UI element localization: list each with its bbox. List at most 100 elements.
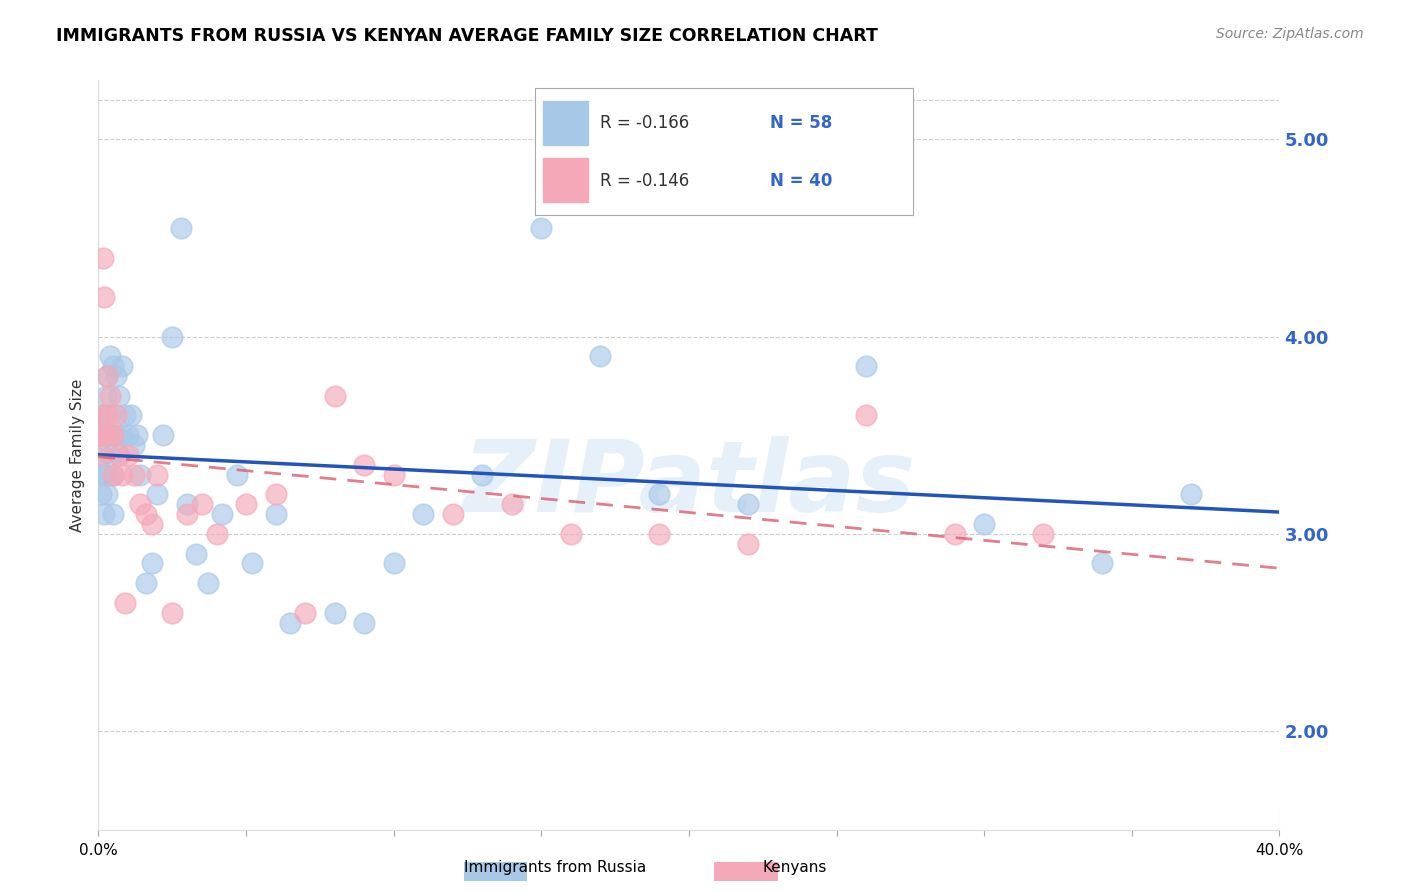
Y-axis label: Average Family Size: Average Family Size	[69, 378, 84, 532]
Point	[96, 467, 118, 482]
Point	[125, 428, 148, 442]
Point	[162, 606, 183, 620]
Point	[90, 409, 112, 423]
Point	[114, 409, 136, 423]
Point	[105, 428, 128, 442]
Point	[294, 606, 316, 620]
Point	[120, 409, 142, 423]
Point	[382, 467, 405, 482]
Point	[103, 359, 125, 374]
Point	[94, 389, 117, 403]
Point	[96, 487, 118, 501]
Point	[471, 467, 494, 482]
Point	[135, 576, 157, 591]
Point	[135, 507, 157, 521]
Text: Source: ZipAtlas.com: Source: ZipAtlas.com	[1216, 27, 1364, 41]
Text: Immigrants from Russia: Immigrants from Russia	[464, 861, 647, 875]
Point	[117, 428, 139, 442]
Point	[103, 467, 125, 482]
Point	[211, 507, 233, 521]
Point	[89, 467, 111, 482]
Point	[353, 458, 375, 472]
Point	[141, 557, 163, 571]
Point	[205, 526, 228, 541]
Point	[105, 369, 128, 384]
Point	[191, 497, 214, 511]
Point	[501, 497, 523, 511]
Point	[264, 487, 287, 501]
Point	[146, 487, 169, 501]
Point	[176, 507, 198, 521]
Point	[96, 428, 118, 442]
Point	[111, 359, 134, 374]
Point	[114, 596, 136, 610]
Point	[96, 369, 118, 384]
Point	[737, 536, 759, 550]
Point	[855, 409, 877, 423]
Point	[280, 615, 302, 630]
Point	[122, 438, 145, 452]
Point	[98, 349, 121, 363]
Point	[90, 448, 112, 462]
Point	[103, 428, 125, 442]
Point	[108, 448, 131, 462]
Point	[973, 516, 995, 531]
Point	[152, 428, 174, 442]
Point	[98, 409, 121, 423]
Point	[93, 507, 115, 521]
Point	[105, 409, 128, 423]
Point	[176, 497, 198, 511]
Point	[353, 615, 375, 630]
Point	[90, 428, 112, 442]
Point	[117, 448, 139, 462]
Point	[111, 428, 134, 442]
Point	[146, 467, 169, 482]
Point	[103, 507, 125, 521]
Point	[235, 497, 257, 511]
Point	[530, 221, 553, 235]
Point	[589, 349, 612, 363]
Point	[98, 389, 121, 403]
Point	[96, 369, 118, 384]
Point	[89, 428, 111, 442]
Point	[737, 497, 759, 511]
Point	[90, 487, 112, 501]
Point	[1091, 557, 1114, 571]
Point	[170, 221, 193, 235]
Point	[128, 467, 150, 482]
Point	[111, 467, 134, 482]
Point	[441, 507, 464, 521]
Point	[122, 467, 145, 482]
Text: IMMIGRANTS FROM RUSSIA VS KENYAN AVERAGE FAMILY SIZE CORRELATION CHART: IMMIGRANTS FROM RUSSIA VS KENYAN AVERAGE…	[56, 27, 879, 45]
Point	[128, 497, 150, 511]
Point	[264, 507, 287, 521]
Point	[412, 507, 434, 521]
Point	[93, 409, 115, 423]
Point	[103, 428, 125, 442]
Point	[141, 516, 163, 531]
Point	[648, 526, 671, 541]
Text: Kenyans: Kenyans	[762, 861, 827, 875]
Point	[1032, 526, 1054, 541]
Point	[91, 251, 114, 265]
Point	[1180, 487, 1202, 501]
Point	[197, 576, 219, 591]
Point	[943, 526, 966, 541]
Point	[93, 428, 115, 442]
Point	[98, 428, 121, 442]
Point	[93, 290, 115, 304]
Point	[382, 557, 405, 571]
Point	[103, 467, 125, 482]
Point	[240, 557, 263, 571]
Point	[93, 467, 115, 482]
Text: ZIPatlas: ZIPatlas	[463, 436, 915, 533]
Point	[648, 487, 671, 501]
Point	[96, 409, 118, 423]
Point	[108, 448, 131, 462]
Point	[108, 389, 131, 403]
Point	[98, 448, 121, 462]
Point	[226, 467, 249, 482]
Point	[323, 606, 346, 620]
Point	[560, 526, 582, 541]
Point	[162, 329, 183, 343]
